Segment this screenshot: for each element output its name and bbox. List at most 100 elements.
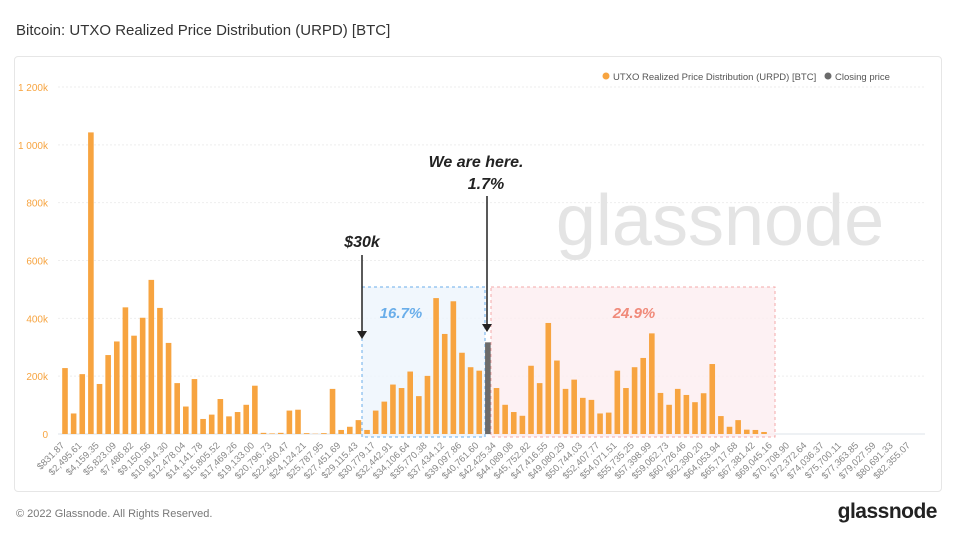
bar	[614, 370, 621, 434]
arrow-30k-head	[357, 331, 367, 339]
bar	[355, 420, 362, 434]
bar	[381, 401, 388, 434]
bar	[735, 420, 741, 434]
bar	[743, 429, 750, 434]
bar	[277, 432, 284, 434]
bar	[666, 404, 672, 434]
bar	[398, 388, 405, 434]
bar	[191, 379, 198, 434]
bar	[545, 322, 552, 434]
bar	[321, 433, 327, 434]
annotation-we-are-here: We are here.	[429, 154, 524, 171]
bar	[493, 388, 500, 434]
bar	[62, 368, 68, 434]
bar	[226, 416, 232, 434]
y-tick-label: 400k	[26, 314, 49, 325]
y-tick-label: 600k	[26, 257, 49, 268]
bar	[424, 375, 431, 434]
bar	[640, 357, 647, 434]
bar	[217, 399, 224, 434]
bar	[372, 410, 379, 434]
bar	[761, 431, 767, 434]
annotation-30k: $30k	[343, 234, 381, 251]
bar	[131, 335, 137, 434]
bar	[580, 397, 586, 434]
bar	[441, 333, 448, 434]
bar	[416, 396, 422, 434]
bar	[709, 364, 716, 434]
bar	[692, 402, 698, 434]
bar	[286, 410, 293, 434]
bar	[407, 371, 413, 434]
bar	[260, 432, 267, 434]
bar	[433, 298, 439, 434]
bar	[338, 429, 344, 434]
bar	[674, 388, 681, 434]
bar	[269, 433, 275, 434]
bar	[536, 383, 543, 434]
bar	[346, 426, 353, 434]
bar	[623, 388, 629, 434]
bar	[364, 429, 370, 434]
blue-zone-percent: 16.7%	[380, 305, 423, 322]
red-zone-percent: 24.9%	[612, 305, 656, 322]
bar	[208, 414, 215, 434]
bar	[174, 383, 180, 434]
copyright: © 2022 Glassnode. All Rights Reserved.	[16, 508, 213, 520]
bar	[165, 342, 172, 434]
y-tick-label: 0	[42, 430, 48, 441]
y-tick-label: 1 000k	[18, 141, 49, 152]
bar	[234, 412, 241, 434]
bar	[252, 385, 258, 434]
bar	[295, 409, 301, 434]
bar	[105, 355, 111, 434]
bar	[467, 367, 474, 434]
bar	[605, 412, 612, 434]
bar	[649, 333, 655, 434]
annotation-here-percent: 1.7%	[468, 176, 504, 193]
bar	[683, 394, 690, 434]
bar	[157, 307, 163, 434]
chart-card	[14, 56, 942, 492]
bar	[562, 388, 569, 434]
bar	[329, 388, 336, 434]
arrow-here-head	[482, 324, 492, 332]
watermark: glassnode	[556, 181, 884, 261]
bar	[148, 279, 155, 434]
bar	[243, 404, 250, 434]
legend-closing-marker	[824, 72, 832, 80]
bar	[752, 429, 759, 434]
bar	[631, 367, 638, 434]
y-tick-label: 1 200k	[18, 83, 49, 94]
legend-urpd-label: UTXO Realized Price Distribution (URPD) …	[613, 72, 816, 83]
bar	[450, 301, 457, 434]
bar	[70, 413, 77, 434]
y-tick-label: 800k	[26, 199, 49, 210]
bar	[657, 392, 664, 434]
closing-price-bar	[485, 342, 491, 434]
bar	[726, 426, 733, 434]
page-title: Bitcoin: UTXO Realized Price Distributio…	[16, 22, 391, 39]
bar	[718, 416, 724, 434]
bar	[183, 406, 189, 434]
bar	[588, 399, 595, 434]
bar	[476, 370, 483, 434]
bar	[96, 383, 103, 434]
bar	[519, 415, 526, 434]
glassnode-logo: glassnode	[837, 500, 938, 523]
bar	[88, 132, 94, 434]
bar	[122, 307, 129, 434]
legend-urpd-marker	[602, 72, 610, 80]
bar	[390, 384, 396, 434]
legend-closing-label: Closing price	[835, 72, 890, 83]
bar	[528, 365, 534, 434]
bar	[510, 412, 517, 434]
bar	[139, 317, 146, 434]
bar	[200, 418, 206, 434]
bar	[459, 352, 465, 434]
bar	[554, 360, 560, 434]
bar	[700, 393, 707, 434]
bar	[502, 404, 508, 434]
